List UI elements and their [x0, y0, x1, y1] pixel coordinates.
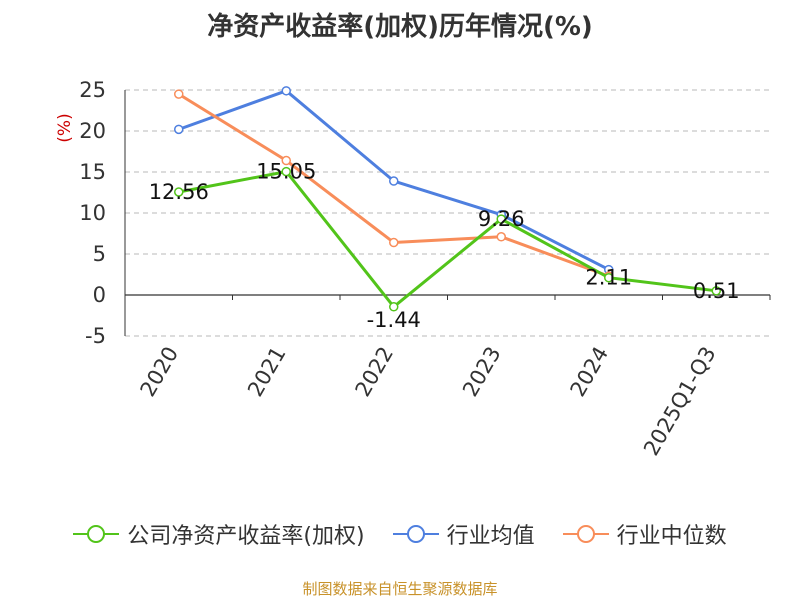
x-tick-label: 2024	[566, 343, 614, 401]
x-tick-label: 2025Q1-Q3	[639, 343, 721, 460]
data-point[interactable]	[604, 272, 614, 283]
data-point[interactable]	[389, 176, 399, 186]
y-tick-label: 20	[79, 119, 106, 143]
data-point[interactable]	[174, 124, 184, 135]
legend-label-industry-mean: 行业均值	[446, 524, 535, 549]
y-tick-label: 0	[93, 283, 106, 307]
legend-company-icon	[73, 525, 120, 543]
legend-industry-mean-icon	[392, 525, 439, 543]
data-label: -1.44	[367, 308, 421, 332]
data-point[interactable]	[174, 187, 184, 197]
legend-industry-median-icon	[562, 525, 609, 543]
data-label: 15.05	[256, 160, 316, 184]
chart-title: 净资产收益率(加权)历年情况(%)	[207, 12, 593, 42]
data-point[interactable]	[711, 286, 721, 296]
series-line	[178, 170, 717, 309]
data-label: 9.26	[478, 207, 525, 231]
data-label: 12.56	[149, 180, 209, 204]
x-tick-label: 2021	[243, 343, 291, 401]
y-axis-label: (%)	[55, 113, 75, 142]
legend-item-industry-median[interactable]: 行业中位数	[562, 518, 727, 550]
x-tick-label: 2023	[458, 343, 506, 401]
data-point[interactable]	[281, 166, 291, 177]
data-label: 0.51	[693, 279, 740, 303]
y-tick-label: -5	[85, 324, 106, 348]
axes: -5 0 5 10 15 20 25 2020 2021 2022 2023 2024 2025Q1-Q…	[79, 78, 771, 460]
series-group	[174, 86, 721, 312]
x-tick-label: 2022	[351, 343, 399, 401]
data-labels: 12.56 15.05 -1.44 9.26 2.11 0.51	[149, 160, 740, 332]
data-point[interactable]	[281, 155, 291, 166]
data-point[interactable]	[281, 86, 291, 96]
legend-label-industry-median: 行业中位数	[616, 524, 727, 549]
legend-item-company[interactable]: 公司净资产收益率(加权)	[73, 518, 365, 550]
y-tick-label: 15	[79, 160, 106, 184]
legend-label-company: 公司净资产收益率(加权)	[127, 524, 365, 549]
y-tick-label: 10	[79, 201, 106, 225]
y-tick-label: 5	[93, 242, 106, 266]
data-point[interactable]	[389, 302, 399, 312]
source-note: 制图数据来自恒生聚源数据库	[302, 580, 498, 598]
data-point[interactable]	[389, 237, 399, 248]
x-tick-label: 2020	[136, 343, 184, 401]
y-tick-label: 25	[79, 78, 106, 102]
data-point[interactable]	[174, 89, 184, 99]
data-point[interactable]	[496, 214, 506, 224]
data-point[interactable]	[496, 232, 506, 242]
legend: 公司净资产收益率(加权) 行业均值 行业中位数	[0, 518, 800, 550]
legend-item-industry-mean[interactable]: 行业均值	[392, 518, 535, 550]
data-label: 2.11	[585, 266, 632, 290]
